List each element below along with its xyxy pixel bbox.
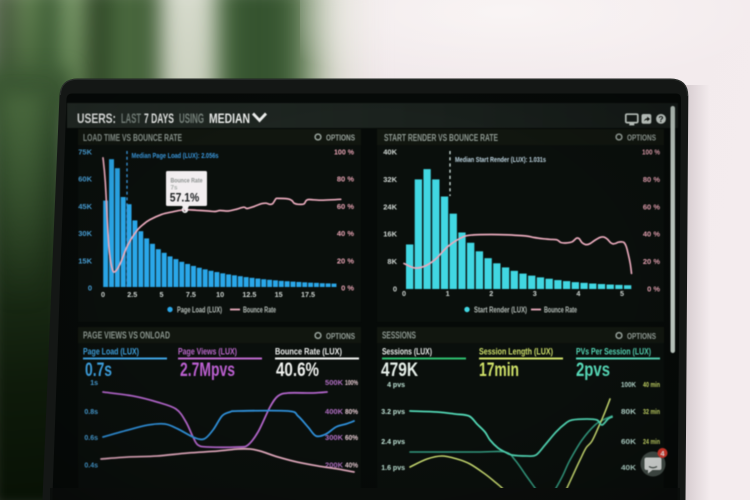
- svg-text:80%: 80%: [345, 409, 359, 416]
- svg-text:300K: 300K: [325, 435, 343, 442]
- svg-text:1.6 pvs: 1.6 pvs: [381, 465, 405, 472]
- svg-text:LAST: LAST: [121, 110, 141, 126]
- svg-text:5: 5: [160, 290, 164, 299]
- svg-text:15K: 15K: [78, 256, 92, 265]
- svg-text:24K: 24K: [383, 202, 397, 211]
- svg-text:2.5: 2.5: [127, 290, 137, 299]
- svg-text:15: 15: [275, 290, 283, 299]
- svg-text:32 min: 32 min: [643, 409, 660, 416]
- svg-text:45K: 45K: [78, 202, 92, 211]
- svg-text:Median Page Load (LUX): 2.056s: Median Page Load (LUX): 2.056s: [132, 151, 219, 160]
- svg-text:2: 2: [489, 289, 493, 298]
- svg-text:500K: 500K: [325, 380, 343, 387]
- svg-text:100K: 100K: [621, 382, 636, 389]
- svg-text:80K: 80K: [621, 409, 636, 416]
- svg-text:USING: USING: [179, 110, 204, 126]
- svg-text:80 %: 80 %: [643, 175, 660, 184]
- svg-text:SESSIONS: SESSIONS: [382, 331, 416, 342]
- svg-text:Median Start Render (LUX): 1.0: Median Start Render (LUX): 1.031s: [455, 155, 546, 164]
- svg-text:Bounce Rate (LUX): Bounce Rate (LUX): [275, 347, 342, 358]
- svg-text:57.1%: 57.1%: [170, 193, 200, 205]
- svg-text:40%: 40%: [345, 463, 359, 470]
- svg-text:17min: 17min: [479, 360, 519, 381]
- svg-text:100 %: 100 %: [642, 148, 660, 157]
- svg-text:40K: 40K: [621, 465, 636, 472]
- svg-text:7.5: 7.5: [186, 290, 196, 299]
- svg-text:30K: 30K: [78, 229, 92, 238]
- svg-text:5: 5: [620, 289, 624, 298]
- svg-text:?: ?: [658, 114, 663, 124]
- svg-text:8K: 8K: [387, 257, 397, 266]
- svg-text:80 %: 80 %: [337, 175, 354, 184]
- svg-text:Bounce Rate: Bounce Rate: [243, 306, 276, 315]
- svg-text:0.4s: 0.4s: [84, 463, 98, 470]
- svg-text:60K: 60K: [621, 439, 636, 446]
- svg-text:Page Load (LUX): Page Load (LUX): [177, 306, 222, 315]
- svg-text:2pvs: 2pvs: [576, 360, 610, 381]
- svg-text:12.5: 12.5: [242, 290, 256, 299]
- svg-text:75K: 75K: [78, 148, 92, 157]
- svg-text:Bounce Rate: Bounce Rate: [171, 178, 203, 185]
- svg-text:PVs Per Session (LUX): PVs Per Session (LUX): [576, 347, 651, 358]
- svg-text:10: 10: [216, 290, 224, 299]
- svg-text:60 %: 60 %: [643, 202, 660, 211]
- svg-text:40 %: 40 %: [337, 229, 354, 238]
- svg-text:0: 0: [101, 290, 105, 299]
- svg-text:Sessions (LUX): Sessions (LUX): [382, 347, 432, 358]
- svg-text:0 %: 0 %: [341, 284, 354, 293]
- svg-text:20 %: 20 %: [643, 257, 660, 266]
- svg-text:Page Views (LUX): Page Views (LUX): [178, 347, 237, 358]
- svg-text:0.8s: 0.8s: [84, 409, 98, 416]
- svg-text:0: 0: [393, 285, 397, 294]
- svg-text:40 %: 40 %: [643, 230, 660, 239]
- svg-text:7s: 7s: [171, 185, 178, 192]
- svg-text:0.7s: 0.7s: [85, 360, 112, 381]
- svg-text:START RENDER VS BOUNCE RATE: START RENDER VS BOUNCE RATE: [384, 133, 498, 144]
- svg-text:2.4 pvs: 2.4 pvs: [381, 439, 405, 446]
- svg-text:1: 1: [446, 289, 450, 298]
- svg-text:3: 3: [533, 289, 537, 298]
- svg-text:60K: 60K: [78, 175, 92, 184]
- svg-text:4 pvs: 4 pvs: [387, 382, 405, 389]
- svg-text:40.6%: 40.6%: [276, 360, 319, 381]
- svg-text:Bounce Rate: Bounce Rate: [544, 306, 577, 315]
- svg-text:60%: 60%: [345, 435, 359, 442]
- svg-text:OPTIONS: OPTIONS: [326, 134, 356, 143]
- svg-text:PAGE VIEWS VS ONLOAD: PAGE VIEWS VS ONLOAD: [83, 331, 170, 342]
- svg-text:2.7Mpvs: 2.7Mpvs: [180, 360, 235, 381]
- svg-text:100 %: 100 %: [334, 148, 354, 157]
- svg-text:0.6s: 0.6s: [84, 435, 98, 442]
- svg-text:0: 0: [88, 284, 92, 293]
- svg-text:40 min: 40 min: [643, 382, 660, 389]
- svg-text:400K: 400K: [325, 409, 343, 416]
- svg-text:OPTIONS: OPTIONS: [326, 332, 356, 341]
- svg-text:40K: 40K: [383, 148, 397, 157]
- svg-text:Start Render (LUX): Start Render (LUX): [474, 306, 527, 315]
- svg-text:24 min: 24 min: [643, 439, 660, 446]
- svg-text:MEDIAN: MEDIAN: [209, 110, 250, 126]
- svg-text:16K: 16K: [383, 230, 397, 239]
- svg-text:0 %: 0 %: [647, 285, 660, 294]
- svg-text:USERS:: USERS:: [77, 110, 116, 126]
- svg-text:17.5: 17.5: [301, 290, 315, 299]
- svg-text:3.2 pvs: 3.2 pvs: [381, 409, 405, 416]
- svg-text:OPTIONS: OPTIONS: [627, 134, 657, 143]
- svg-text:1s: 1s: [90, 380, 98, 387]
- svg-text:60 %: 60 %: [337, 202, 354, 211]
- svg-text:20 %: 20 %: [337, 256, 354, 265]
- svg-text:0: 0: [402, 289, 406, 298]
- svg-text:Session Length (LUX): Session Length (LUX): [479, 347, 553, 358]
- svg-text:7 DAYS: 7 DAYS: [144, 110, 174, 126]
- svg-text:LOAD TIME VS BOUNCE RATE: LOAD TIME VS BOUNCE RATE: [83, 133, 182, 144]
- svg-text:100%: 100%: [345, 380, 359, 387]
- svg-text:Page Load (LUX): Page Load (LUX): [83, 347, 139, 358]
- svg-text:OPTIONS: OPTIONS: [627, 332, 657, 341]
- svg-text:479K: 479K: [381, 360, 418, 381]
- svg-text:32K: 32K: [383, 175, 397, 184]
- svg-text:4: 4: [576, 289, 580, 298]
